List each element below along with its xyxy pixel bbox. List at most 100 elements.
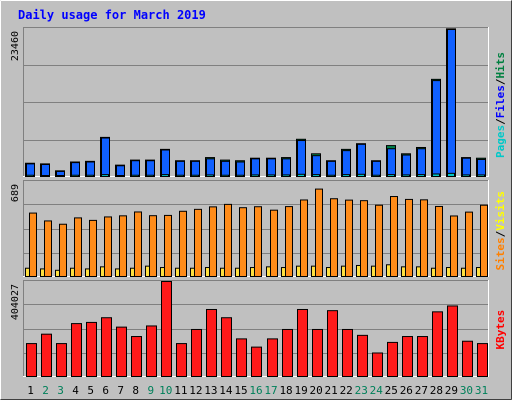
bar-pages-day-31 — [477, 174, 485, 178]
series-kbytes — [26, 281, 488, 378]
bar-files-day-8 — [131, 160, 140, 177]
x-tick-label-day-29: 29 — [445, 384, 458, 397]
bar-files-day-13 — [206, 158, 215, 177]
panel-bottom: 404027 KBytes — [10, 280, 507, 378]
legend-bottom: KBytes — [494, 310, 507, 350]
bar-sites-day-16 — [254, 206, 262, 277]
series-files — [26, 29, 486, 178]
chart-panels: 23460Pages/Files/Hits689Sites/Visits4040… — [10, 27, 507, 378]
bar-pages-day-7 — [116, 175, 124, 177]
bar-files-day-10 — [161, 149, 170, 177]
bar-pages-day-27 — [417, 174, 425, 178]
bar-pages-day-28 — [432, 173, 440, 178]
legend-top: Pages/Files/Hits — [494, 52, 507, 158]
bar-kbytes-day-22 — [342, 328, 353, 378]
bar-pages-day-11 — [176, 174, 184, 178]
bar-kbytes-day-2 — [41, 333, 52, 377]
x-tick-label-day-7: 7 — [117, 384, 124, 397]
bar-kbytes-day-10 — [161, 281, 172, 377]
x-tick-label-day-14: 14 — [219, 384, 233, 397]
x-tick-label-day-1: 1 — [27, 384, 34, 397]
x-tick-label-day-30: 30 — [460, 384, 473, 397]
bar-pages-day-25 — [387, 174, 395, 178]
bar-sites-day-5 — [89, 219, 97, 277]
bar-files-day-2 — [41, 164, 50, 178]
bar-sites-day-24 — [375, 204, 383, 277]
y-axis-max-label: 23460 — [10, 31, 21, 61]
bar-files-day-26 — [402, 154, 411, 177]
bar-kbytes-day-20 — [312, 328, 323, 378]
bar-files-day-25 — [387, 148, 396, 177]
bar-pages-day-18 — [282, 174, 290, 178]
x-tick-label-day-21: 21 — [325, 384, 338, 397]
x-tick-label-day-17: 17 — [264, 384, 277, 397]
bar-files-day-21 — [327, 160, 336, 177]
bar-sites-day-18 — [285, 206, 293, 278]
x-tick-label-day-20: 20 — [310, 384, 323, 397]
bar-kbytes-day-19 — [297, 308, 308, 377]
bar-files-day-30 — [462, 157, 471, 178]
bar-files-day-9 — [146, 160, 155, 177]
bar-sites-day-19 — [300, 199, 308, 278]
x-tick-label-day-26: 26 — [400, 384, 413, 397]
x-tick-label-day-24: 24 — [370, 384, 384, 397]
bar-kbytes-day-17 — [267, 338, 278, 377]
bar-pages-day-1 — [26, 174, 34, 178]
y-axis-max-label: 689 — [10, 184, 21, 202]
bar-pages-day-8 — [131, 174, 139, 178]
legend-separator: / — [494, 118, 507, 125]
bar-kbytes-day-11 — [176, 343, 187, 378]
bar-kbytes-day-26 — [402, 336, 413, 378]
bar-sites-day-3 — [59, 223, 67, 277]
bar-sites-day-14 — [224, 203, 232, 277]
bar-sites-day-11 — [179, 210, 187, 277]
x-tick-label-day-8: 8 — [132, 384, 139, 397]
bar-kbytes-day-25 — [387, 341, 398, 377]
bar-kbytes-day-21 — [327, 310, 338, 377]
bar-sites-day-8 — [134, 211, 142, 277]
bar-kbytes-day-15 — [236, 338, 247, 377]
bar-sites-day-21 — [330, 198, 338, 277]
bar-files-day-22 — [342, 150, 351, 178]
bar-kbytes-day-28 — [432, 311, 443, 377]
chart-title: Daily usage for March 2019 — [18, 8, 206, 22]
bar-files-day-18 — [282, 158, 291, 177]
bar-kbytes-day-8 — [131, 336, 142, 378]
legend-label-sites: Sites — [494, 237, 507, 270]
x-tick-label-day-15: 15 — [234, 384, 247, 397]
bar-kbytes-day-1 — [26, 343, 37, 378]
bar-kbytes-day-31 — [477, 343, 488, 378]
x-tick-label-day-9: 9 — [147, 384, 154, 397]
bar-sites-day-12 — [194, 208, 202, 277]
bar-sites-day-6 — [104, 216, 112, 277]
bar-pages-day-23 — [357, 173, 365, 178]
bar-kbytes-day-4 — [71, 323, 82, 378]
x-tick-label-day-22: 22 — [340, 384, 353, 397]
bar-sites-day-2 — [44, 220, 52, 277]
x-tick-label-day-11: 11 — [174, 384, 187, 397]
bar-kbytes-day-12 — [191, 328, 202, 378]
legend-label-hits: Hits — [494, 52, 507, 79]
x-tick-label-day-4: 4 — [72, 384, 79, 397]
bar-sites-day-23 — [360, 200, 368, 277]
panel-middle: 689 Sites/Visits — [10, 180, 507, 278]
bar-sites-day-20 — [315, 188, 323, 277]
bar-kbytes-day-13 — [206, 308, 217, 377]
bar-files-day-28 — [432, 80, 441, 177]
bar-sites-day-9 — [149, 215, 157, 278]
bar-sites-day-17 — [270, 209, 278, 277]
legend-label-kbytes: KBytes — [494, 310, 507, 350]
bar-pages-day-14 — [221, 174, 229, 178]
bar-files-day-29 — [447, 29, 456, 177]
bar-kbytes-day-29 — [447, 305, 458, 378]
x-tick-label-day-19: 19 — [294, 384, 307, 397]
bar-kbytes-day-24 — [372, 352, 383, 378]
bar-pages-day-16 — [251, 174, 259, 178]
x-tick-label-day-25: 25 — [385, 384, 398, 397]
bar-pages-day-3 — [56, 175, 64, 177]
bar-files-day-4 — [71, 162, 80, 178]
bar-pages-day-24 — [372, 174, 380, 178]
bar-pages-day-30 — [462, 174, 470, 178]
series-sites — [29, 188, 488, 278]
